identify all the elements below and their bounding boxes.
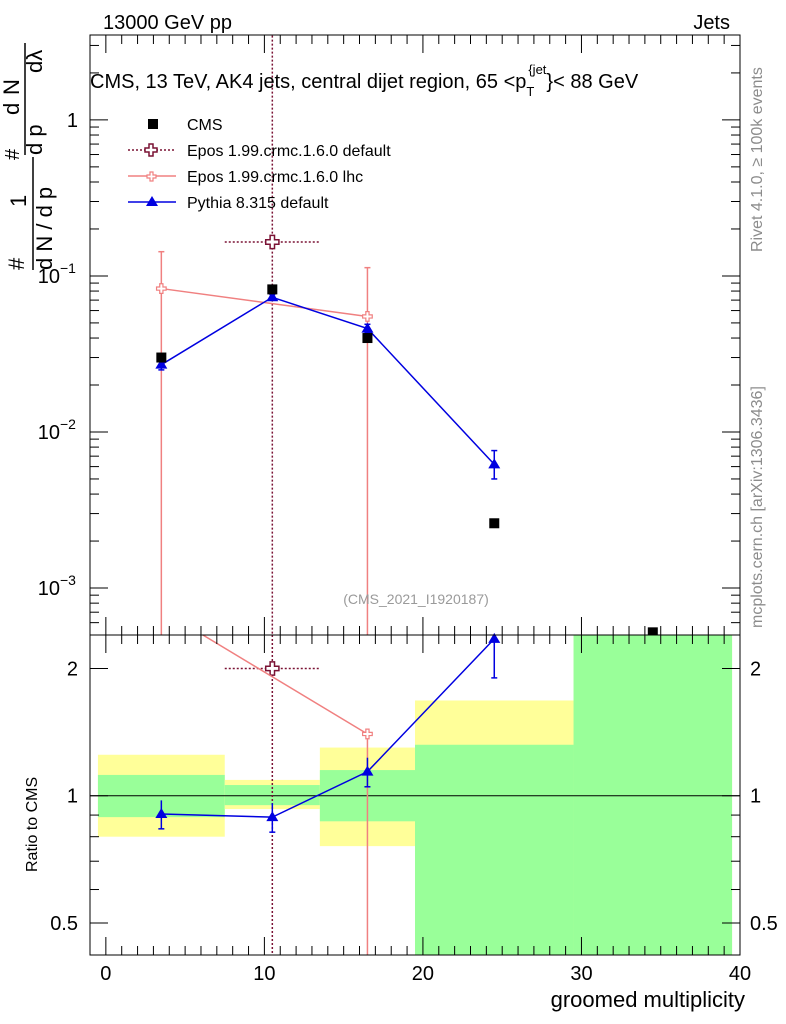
ratio-pythia-line <box>161 638 495 818</box>
legend-entry-cms: CMS <box>148 117 223 134</box>
y-label-numerator-2: d <box>0 103 24 115</box>
ratio-y-tick-label: 0.5 <box>50 913 78 935</box>
main-y-tick-exponent: −1 <box>60 260 76 276</box>
legend-entry-epos-lhc: Epos 1.99.crmc.1.6.0 lhc <box>128 169 363 186</box>
x-tick-label: 0 <box>100 963 111 985</box>
main-y-axis-label: # 1 d N / d p # d N d p dλ <box>0 43 57 270</box>
ratio-epos-default-point <box>264 661 280 676</box>
ratio-y-tick-label: 1 <box>67 786 78 808</box>
main-data-layer <box>155 35 658 638</box>
main-y-tick-exponent: −3 <box>60 572 76 588</box>
ratio-uncertainty-bands <box>97 635 733 955</box>
rivet-label: Rivet 4.1.0, ≥ 100k events <box>749 67 766 252</box>
x-tick-label: 10 <box>253 963 275 985</box>
mcplots-label: mcplots.cern.ch [arXiv:1306.3436] <box>749 386 766 628</box>
plot-title: CMS, 13 TeV, AK4 jets, central dijet reg… <box>90 62 639 99</box>
ratio-band-inner <box>415 744 574 955</box>
pythia-point <box>266 291 279 302</box>
pythia-line <box>160 296 495 465</box>
legend-label-cms: CMS <box>187 117 223 134</box>
ratio-data-layer <box>155 632 501 955</box>
cms-point <box>267 284 278 295</box>
cms-point <box>647 627 658 638</box>
epos-lhc-point <box>155 283 167 294</box>
ratio-y-tick-label-right: 1 <box>750 786 761 808</box>
y-label-lambda: dλ <box>22 50 47 73</box>
legend-marker-epos-default <box>144 143 158 157</box>
y-label-d2n: N <box>0 79 24 95</box>
watermark: (CMS_2021_I1920187) <box>343 591 489 607</box>
main-y-tick-label: 10 <box>38 422 60 444</box>
main-y-tick-label: 1 <box>67 110 78 132</box>
legend-marker-epos-lhc <box>146 171 157 182</box>
x-tick-label: 40 <box>729 963 751 985</box>
main-y-tick-label: 10 <box>38 578 60 600</box>
legend-entry-pythia: Pythia 8.315 default <box>128 195 329 212</box>
ratio-epos-lhc-line <box>202 634 368 735</box>
ratio-pythia-point <box>361 765 374 776</box>
plot-title-end: }< 88 GeV <box>546 71 638 93</box>
ratio-y-tick-label-right: 2 <box>750 658 761 680</box>
plot-title-sup: {jet <box>528 62 546 77</box>
ratio-band-inner <box>573 635 733 955</box>
pythia-point <box>488 458 501 469</box>
ratio-y-axis-label: Ratio to CMS <box>24 777 41 872</box>
ratio-pythia-point <box>488 632 501 643</box>
cms-point <box>362 333 373 344</box>
energy-label: 13000 GeV pp <box>103 12 232 34</box>
ratio-epos-lhc-point <box>362 728 373 740</box>
legend-marker-pythia <box>146 196 158 206</box>
epos-default-point <box>264 234 280 250</box>
legend-entry-epos-default: Epos 1.99.crmc.1.6.0 default <box>128 143 391 160</box>
legend: CMS Epos 1.99.crmc.1.6.0 default Epos 1.… <box>128 117 391 212</box>
y-label-denominator: d N / d p <box>32 187 57 270</box>
ratio-ticks: 0 10 20 30 40 0.5 0.5 1 1 2 2 <box>50 635 778 985</box>
pythia-point <box>361 322 374 333</box>
epos-lhc-point <box>362 311 373 322</box>
ratio-y-tick-label: 2 <box>67 658 78 680</box>
legend-marker-cms <box>148 119 158 129</box>
x-axis-label: groomed multiplicity <box>551 987 745 1012</box>
ratio-pythia-point <box>266 811 279 822</box>
y-label-dpt-dl: d p <box>22 124 47 155</box>
ratio-y-tick-label-right: 0.5 <box>750 913 778 935</box>
ratio-plot-frame <box>89 634 741 956</box>
legend-label-pythia: Pythia 8.315 default <box>187 195 329 212</box>
y-label-hash-2: # <box>2 148 24 160</box>
category-label: Jets <box>693 12 730 34</box>
y-label-hash-1: # <box>4 257 29 270</box>
cms-point <box>156 352 167 363</box>
y-label-one: 1 <box>6 195 31 207</box>
legend-label-epos-lhc: Epos 1.99.crmc.1.6.0 lhc <box>187 169 363 186</box>
x-tick-label: 20 <box>412 963 434 985</box>
main-y-tick-exponent: −2 <box>60 416 76 432</box>
x-tick-label: 30 <box>570 963 592 985</box>
plot-title-main: CMS, 13 TeV, AK4 jets, central dijet reg… <box>90 71 526 93</box>
pythia-point <box>155 358 168 369</box>
main-y-ticks: 110−110−210−3 <box>38 35 741 636</box>
legend-label-epos-default: Epos 1.99.crmc.1.6.0 default <box>187 143 391 160</box>
main-y-tick-label: 10 <box>38 266 60 288</box>
main-plot-panel: 110−110−210−3 CMS, 13 TeV, AK4 jets, cen… <box>0 34 741 638</box>
ratio-pythia-point <box>155 808 168 819</box>
ratio-plot-panel: 0 10 20 30 40 0.5 0.5 1 1 2 2 Ratio to CMS groomed… <box>24 632 778 1012</box>
plot-title-sub: T <box>526 84 534 99</box>
cms-point <box>489 518 500 529</box>
